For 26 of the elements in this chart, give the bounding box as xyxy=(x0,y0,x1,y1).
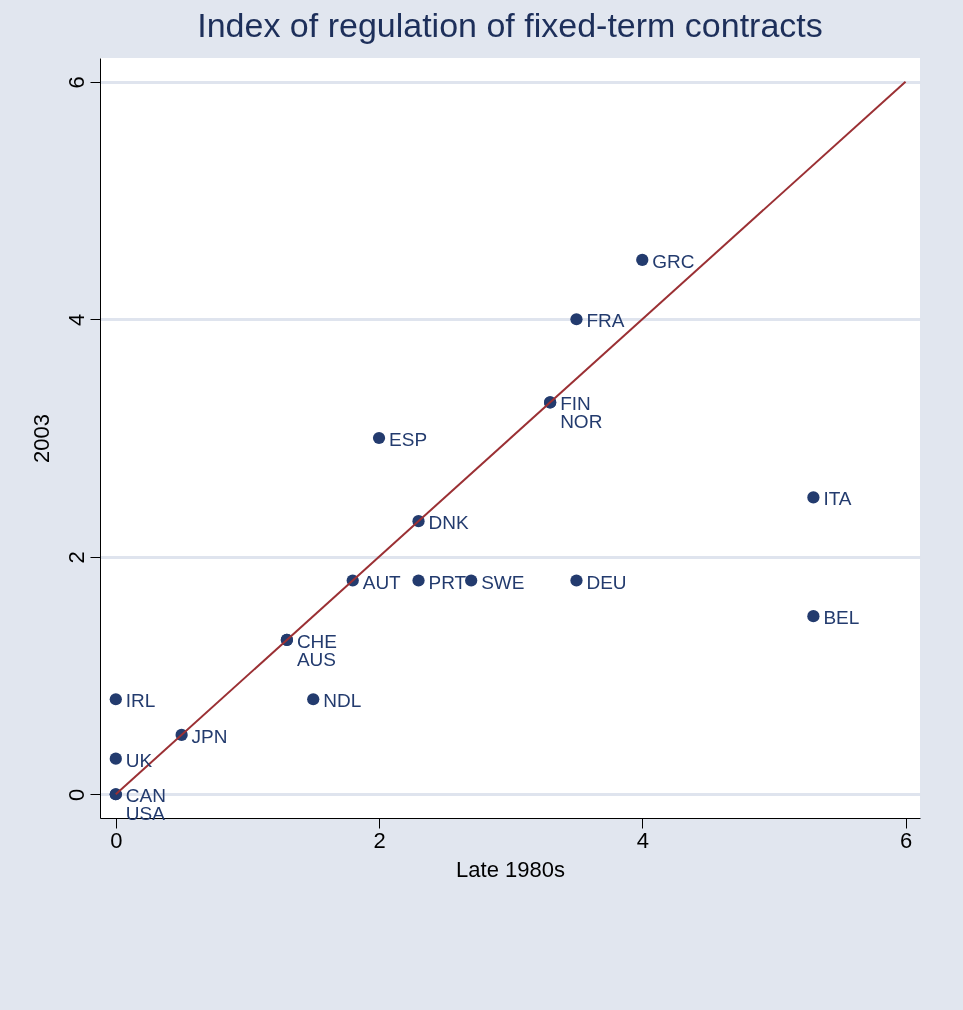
annotation: CAN xyxy=(125,785,166,807)
annotation: BEL xyxy=(823,607,860,629)
x-tick-label: 4 xyxy=(636,827,649,853)
y-tick-label: 4 xyxy=(63,313,89,326)
annotation: SWE xyxy=(481,571,525,593)
x-tick-label: 0 xyxy=(110,827,123,853)
x-axis-title: Late 1980s xyxy=(456,856,565,882)
annotation: DNK xyxy=(428,512,469,534)
annotation: AUT xyxy=(362,571,402,593)
annotation: DEU xyxy=(586,571,627,593)
annotation: IRL xyxy=(125,690,156,712)
annotation: PRT xyxy=(428,571,467,593)
annotation: FRA xyxy=(586,310,625,332)
y-tick-label: 6 xyxy=(63,76,89,89)
annotation: ITA xyxy=(823,488,852,510)
y-tick-label: 2 xyxy=(63,551,89,564)
x-tick-label: 6 xyxy=(899,827,913,853)
annotation: NDL xyxy=(323,690,362,712)
y-axis-title: 2003 xyxy=(28,414,54,463)
x-tick-label: 2 xyxy=(373,827,386,853)
annotation: GRC xyxy=(652,250,695,272)
annotation: UK xyxy=(125,749,153,771)
annotation: ESP xyxy=(389,429,428,450)
chart-title: Index of regulation of fixed-term contracts xyxy=(197,6,823,44)
y-tick-label: 0 xyxy=(63,788,89,801)
annotation: JPN xyxy=(191,725,228,747)
